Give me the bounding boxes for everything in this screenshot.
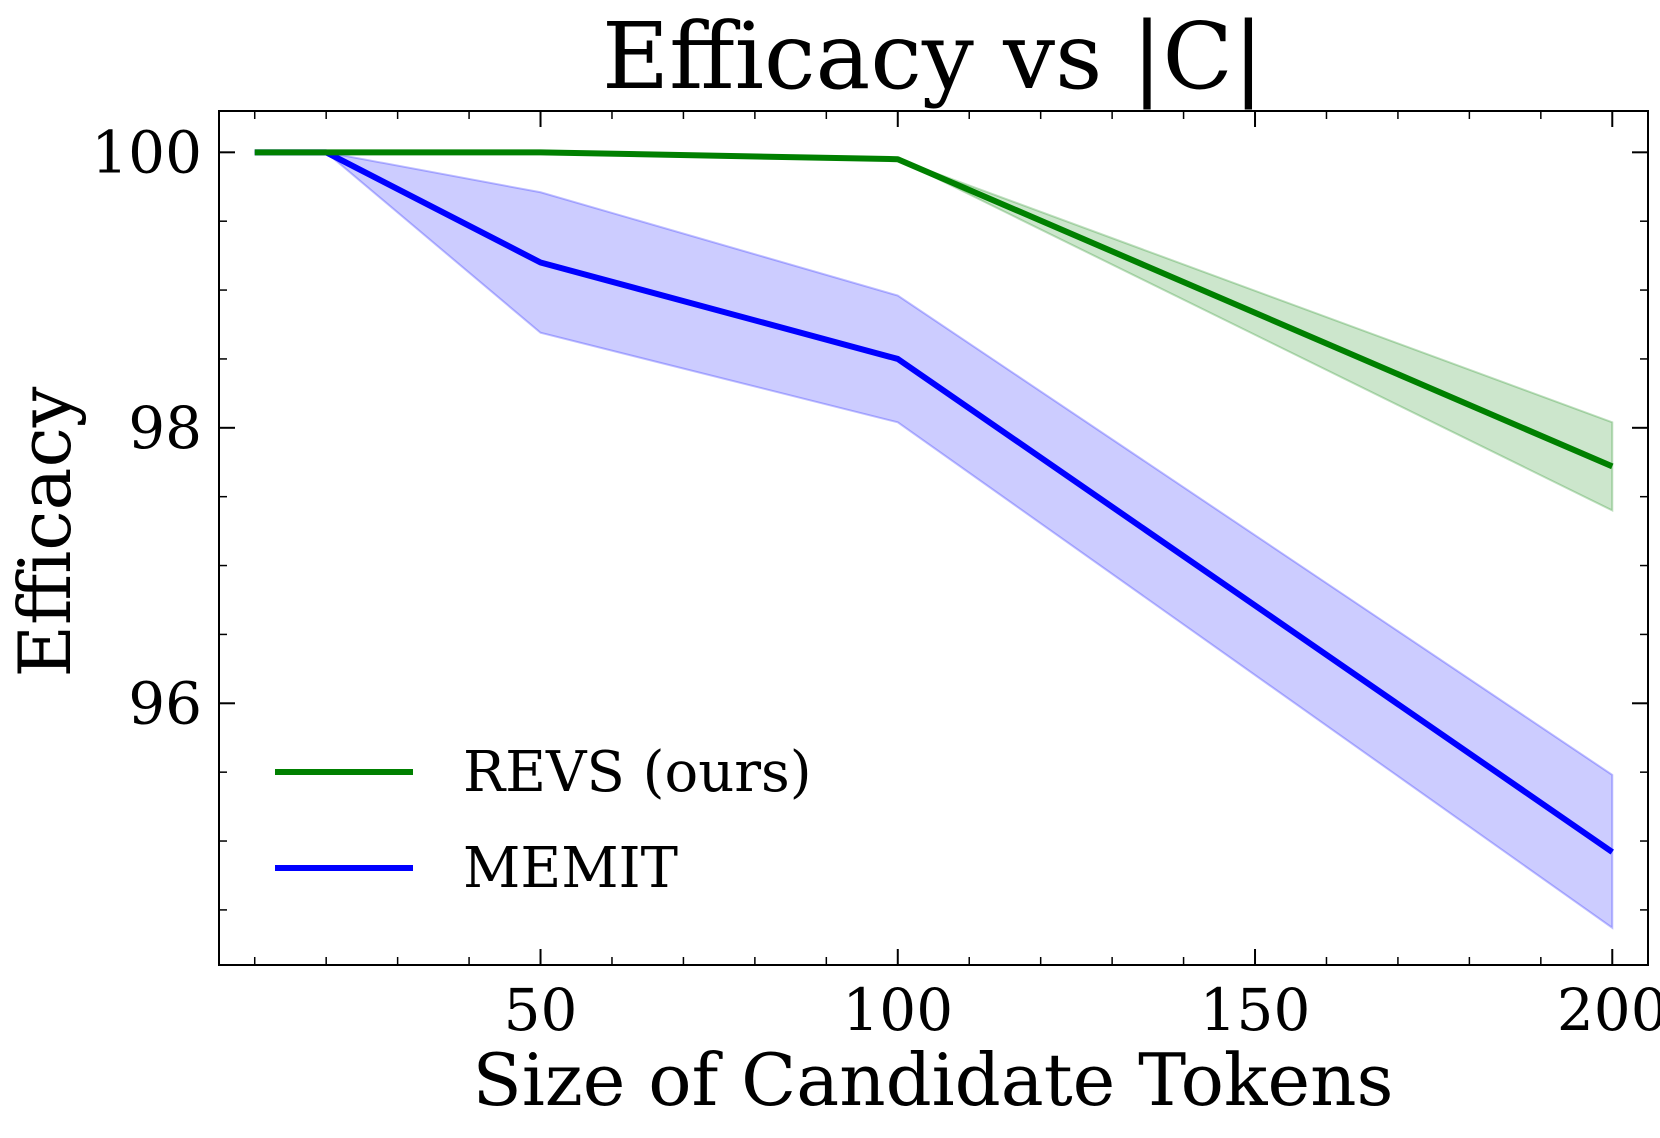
plot-frame [218,110,1649,966]
chart-title: Efficacy vs |C| [602,3,1264,110]
series-lines [254,149,1614,855]
legend-label-memit: MEMIT [463,836,678,901]
axis-ticks: 50 100 150 200 96 98 100 [91,111,1660,1044]
memit-band [254,151,1614,930]
y-axis-label: Efficacy [3,386,87,677]
revs-ours-line [254,149,1614,470]
legend-label-revs-ours: REVS (ours) [463,740,812,805]
x-axis-label: Size of Candidate Tokens [473,1038,1394,1122]
y-tick-label: 100 [91,118,202,186]
x-tick-label: 150 [1200,976,1311,1044]
legend: REVS (ours) MEMIT [275,740,812,901]
confidence-bands [254,151,1614,930]
x-tick-label: 200 [1557,976,1660,1044]
x-tick-label: 50 [504,976,578,1044]
y-tick-label: 96 [128,669,202,737]
y-tick-label: 98 [128,394,202,462]
x-tick-label: 100 [842,976,953,1044]
